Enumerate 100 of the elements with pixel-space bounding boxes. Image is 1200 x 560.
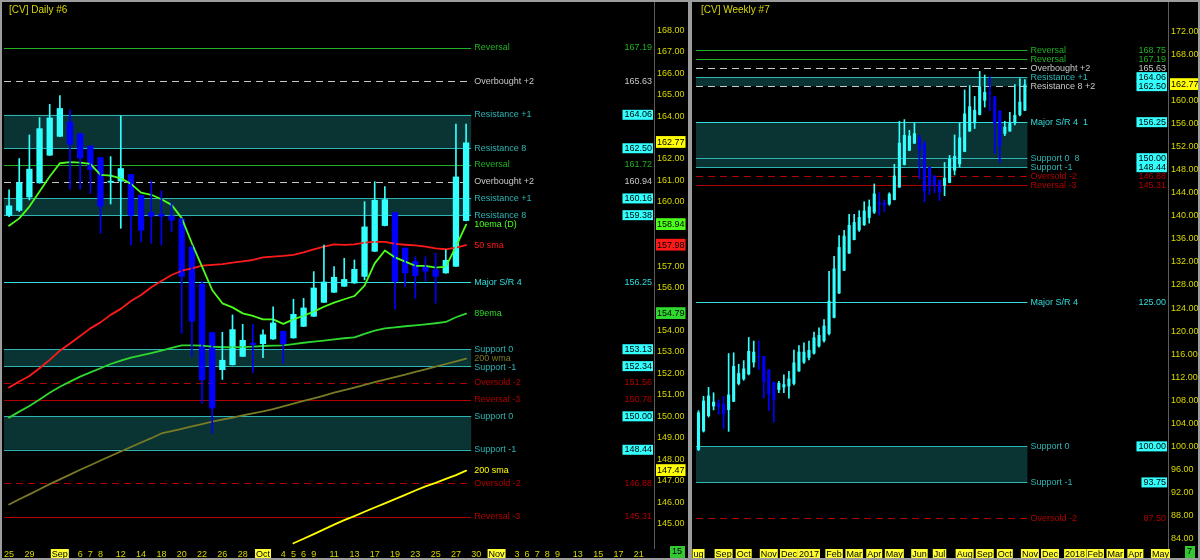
annotation: 165.63 [624,75,652,86]
x-tick-label: 12 [115,548,126,559]
annotation: 168.75 [1138,44,1166,55]
y-tick-label: 100.00 [1171,440,1199,451]
annotation: 125.00 [1138,296,1166,307]
ref-line-label: Reversal [1030,44,1066,55]
x-tick-label: Mar [846,548,862,559]
y-tick-label: 168.00 [1171,48,1199,59]
ref-line-label: Oversold -2 [474,477,521,488]
series-label: 89ema [474,308,502,319]
x-tick-label: Mar [1107,548,1124,559]
x-tick-label: 6 [77,548,83,559]
x-tick-label: 20 [176,548,187,559]
annotation: 150.00 [1138,152,1166,163]
x-tick-label: 18 [156,548,167,559]
annotation: 160.94 [624,176,652,187]
annotation: 164.06 [1138,71,1166,82]
x-tick-label: 27 [450,548,461,559]
x-tick-label: 3 [514,548,520,559]
annotation: 162.50 [624,142,652,153]
y-tick-label: 156.00 [657,282,685,293]
ref-line-label: Support 0 8 [1030,152,1080,163]
x-tick-label: Jun [912,548,927,559]
annotation: 156.25 [1138,116,1166,127]
x-tick-label: 21 [633,548,644,559]
ref-line-label: Oversold -2 [1030,512,1077,523]
x-tick-label: 14 [136,548,147,559]
x-tick-label: Sep [51,548,68,559]
ref-line-label: Reversal [474,159,510,170]
ref-line-label: Support 0 [474,343,514,354]
y-tick-label: 154.79 [657,308,685,319]
y-tick-label: 146.00 [657,496,685,507]
y-tick-label: 104.00 [1171,417,1199,428]
y-tick-label: 166.00 [657,67,685,78]
y-tick-label: 160.00 [657,196,685,207]
x-tick-label: Dec [780,548,798,559]
annotation: 93.75 [1143,476,1166,487]
x-tick-label: Aug [956,548,973,559]
annotation: 87.50 [1143,512,1166,523]
annotation: 145.31 [1138,179,1166,190]
y-tick-label: 165.00 [657,89,685,100]
ref-line-label: Oversold -2 [474,377,521,388]
x-tick-label: 4 [280,548,286,559]
annotation: 165.63 [1138,62,1166,73]
ref-line-label: Resistance 8 [474,142,527,153]
y-tick-label: 154.00 [657,325,685,336]
annotation: 148.44 [624,444,652,455]
y-tick-label: 88.00 [1171,510,1194,521]
annotation: 153.13 [624,343,652,354]
y-tick-label: 148.00 [657,453,685,464]
x-tick-label: Dec [1041,548,1059,559]
y-tick-label: 172.00 [1171,25,1199,36]
ref-line-label: Overbought +2 [474,176,534,187]
y-tick-label: 158.94 [657,219,685,230]
x-tick-label: Apr [867,548,882,559]
ref-line-label: Support -1 [474,362,517,373]
ref-line-label: Resistance 8 [474,209,527,220]
ref-line-label: Reversal -3 [1030,179,1077,190]
y-tick-label: 168.00 [657,24,685,35]
x-tick-label: 23 [410,548,421,559]
series-label: 10ema (D) [474,219,517,230]
y-tick-label: 157.00 [657,260,685,271]
y-tick-label: 128.00 [1171,279,1199,290]
annotation: 150.78 [624,394,652,405]
x-tick-label: 5 [290,548,296,559]
y-tick-label: 84.00 [1171,533,1194,544]
x-tick-label: 13 [572,548,583,559]
series-label: 200 sma [474,465,509,476]
ref-line-label: Support -1 [1030,476,1073,487]
y-tick-label: 144.00 [1171,187,1199,198]
y-tick-label: 116.00 [1171,348,1198,359]
annotation: 160.16 [624,192,652,203]
y-tick-label: 162.00 [657,153,685,164]
ref-line-label: Support -1 [474,444,517,455]
x-tick-label: 8 [544,548,550,559]
y-tick-label: 132.00 [1171,256,1199,267]
ref-line-label: Major S/R 4 [1030,296,1078,307]
x-tick-label: Sep [976,548,993,559]
x-tick-label: 29 [24,548,35,559]
ref-line-label: Resistance 8 +2 [1030,80,1096,91]
x-tick-label: Jul [933,548,946,559]
ref-line-label: Oversold -2 [1030,170,1077,181]
ref-line-label: Reversal [474,42,510,53]
y-tick-label: 112.00 [1171,371,1198,382]
ref-line-label: Major S/R 4 [474,276,522,287]
ref-line-label: Support 0 [1030,440,1070,451]
x-tick-label: 25 [430,548,441,559]
y-tick-label: 120.00 [1171,325,1199,336]
x-tick-label: Apr [1128,548,1143,559]
x-tick-label: 9 [555,548,561,559]
x-tick-label: 2018 [1065,548,1086,559]
ref-line-label: Reversal -3 [474,511,521,522]
y-tick-label: 149.00 [657,432,685,443]
ref-line-label: Reversal -3 [474,394,521,405]
ref-line-label: Support 0 [474,410,514,421]
x-tick-label: 6 [301,548,307,559]
x-tick-label: Nov [760,548,778,559]
x-tick-label: Oct [255,548,271,559]
x-tick-label: 17 [369,548,380,559]
x-tick-label: ug [693,548,704,559]
